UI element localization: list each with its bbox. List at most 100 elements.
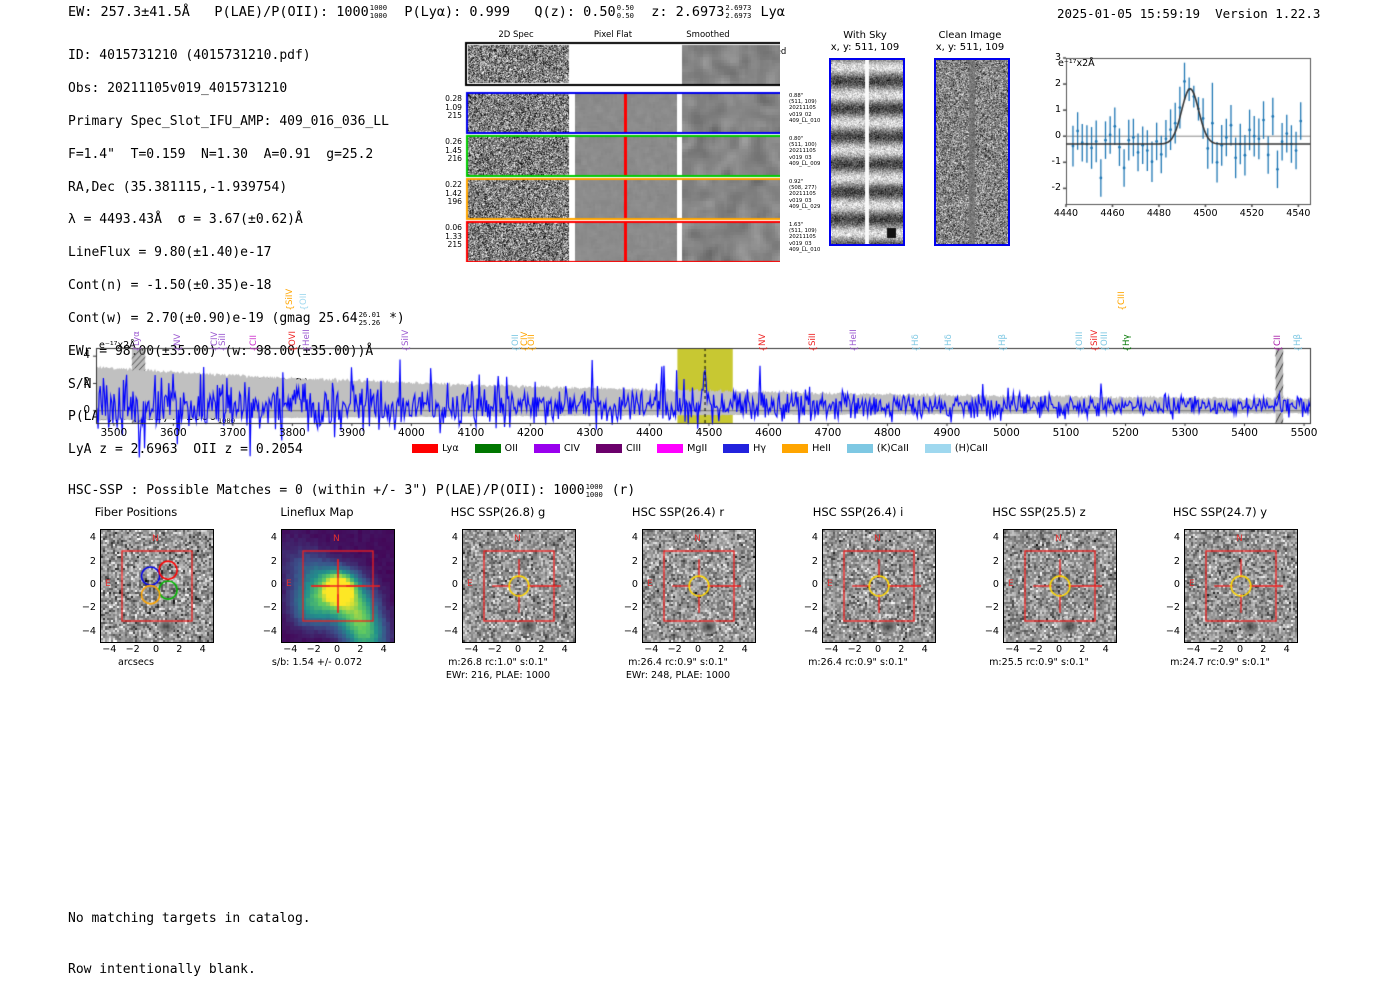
spectrum-line-label: Hδ [943, 334, 954, 346]
hsc-panel-caption2: EWr: 248, PLAE: 1000 [625, 670, 731, 681]
spectrum-line-bracket: { [401, 346, 412, 352]
hsc-panel-caption: s/b: 1.54 +/- 0.072 [271, 657, 363, 668]
hsc-panel-caption: m:26.8 rc:1.0" s:0.1" [448, 657, 548, 668]
legend-label: Lyα [442, 443, 459, 454]
spectrum-line-label: SiII [807, 333, 818, 346]
hsc-panel-5[interactable]: HSC SSP(26.4) i N E −4 −4 −2 −2 0 0 2 2 4 4 m:26.4 rc… [784, 505, 936, 735]
legend-swatch [657, 443, 684, 453]
hsc-panel-ytick: 4 [992, 532, 999, 544]
hsc-panel-ytick: 4 [89, 532, 96, 544]
compass-east-label: E [827, 579, 833, 589]
spec2d-row-meta: 0.80" (511, 100) 20211105 v019_03 409_LL… [789, 136, 821, 167]
hsc-panel-ytick: −4 [1165, 625, 1180, 637]
compass-east-label: E [467, 579, 473, 589]
spectrum-line-bracket: { [250, 346, 261, 352]
hsc-panel-title: HSC SSP(25.5) z [992, 505, 1086, 519]
spectrum-xtick: 4400 [636, 427, 663, 439]
spec2d-row-meta: 0.92" (508, 277) 20211105 v019_03 409_LL… [789, 179, 821, 210]
hsc-panel-image[interactable] [281, 529, 395, 643]
hsc-panel-xtick: −4 [283, 644, 298, 655]
hsc-panel-2[interactable]: Lineflux Map N E −4 −4 −2 −2 0 0 2 2 4 4 s/b: 1.54 +/… [243, 505, 395, 735]
info-line-lineflux: LineFlux = 9.80(±1.40)e-17 [68, 245, 272, 261]
spectrum-xtick: 5100 [1052, 427, 1080, 439]
info-line-radec: RA,Dec (35.381115,-1.939754) [68, 179, 288, 195]
hsc-panel-ytick: −4 [443, 625, 458, 637]
emission-line-legend: Lyα OII CIV CIII MgII Hγ HeII (K)CaII (H)CaII [0, 443, 1400, 454]
hsc-panel-ytick: −2 [81, 602, 96, 614]
compass-east-label: E [1008, 579, 1014, 589]
spectrum-line-bracket: { [289, 346, 300, 352]
spectrum-line-bracket: { [998, 346, 1009, 352]
footer-note: No matching targets in catalog. Row inte… [68, 876, 311, 995]
hsc-panel-ytick: −2 [623, 602, 638, 614]
hsc-panel-caption: m:26.4 rc:0.9" s:0.1" [808, 657, 908, 668]
legend-label: OII [504, 443, 518, 454]
hsc-panel-1[interactable]: Fiber Positions N E −4 −4 −2 −2 0 0 2 2 4 4 arcsecs [62, 505, 214, 735]
hsc-panel-image[interactable] [642, 529, 756, 643]
line-profile-ytick: 3 [1054, 52, 1061, 63]
cutout-clean-title: Clean Image [938, 30, 1002, 41]
line-profile-xtick: 4480 [1146, 208, 1172, 219]
hsc-panel-image[interactable] [462, 529, 576, 643]
hsc-panel-ytick: −2 [984, 602, 999, 614]
hsc-panel-ytick: −4 [803, 625, 818, 637]
hsc-panel-7[interactable]: HSC SSP(24.7) y N E −4 −4 −2 −2 0 0 2 2 4 4 m:24.7 rc… [1146, 505, 1298, 735]
hsc-panel-ytick: 0 [451, 579, 458, 590]
header-ew: EW: 257.3±41.5Å [68, 4, 190, 20]
hsc-panel-xtick: −4 [824, 644, 839, 655]
hsc-panel-image[interactable] [1184, 529, 1298, 643]
hsc-panel-4[interactable]: HSC SSP(26.4) r N E −4 −4 −2 −2 0 0 2 2 4 4 m:26.4 rc… [604, 505, 756, 735]
spectrum-line-label: OIII [1100, 331, 1111, 346]
hsc-panel-ytick: 0 [811, 579, 818, 590]
legend-label: HeII [812, 443, 831, 454]
line-profile-ytick: 2 [1054, 78, 1061, 90]
hsc-panel-xtick: 0 [333, 644, 341, 655]
spectrum-line-bracket: { [300, 305, 311, 311]
compass-east-label: E [286, 579, 292, 589]
legend-label: (K)CaII [876, 443, 909, 454]
spec2d-row-numbers: 0.06 1.33 215 [445, 223, 462, 250]
legend-item: HeII [782, 443, 831, 454]
hsc-panel-image[interactable] [100, 529, 214, 643]
spec2d-row-meta: 0.88" (511, 109) 20211105 v019_02 409_LL… [789, 93, 821, 124]
hsc-panel-image[interactable] [822, 529, 936, 643]
info-line-params: F=1.4" T=0.159 N=1.30 A=0.91 g=25.2 [68, 146, 374, 162]
legend-swatch [595, 443, 622, 453]
legend-swatch [846, 443, 873, 453]
hsc-panel-ytick: 2 [451, 555, 458, 567]
hsc-panel-ytick: 0 [270, 579, 277, 590]
line-profile-xtick: 4540 [1286, 208, 1311, 219]
hsc-panel-xtick: −2 [306, 644, 321, 655]
hsc-panel-title: HSC SSP(26.8) g [450, 505, 546, 519]
spectrum-line-label: CIII [1116, 291, 1127, 305]
hsc-panel-ytick: −2 [262, 602, 277, 614]
version-label: Version 1.22.3 [1215, 6, 1321, 21]
hsc-panel-6[interactable]: HSC SSP(25.5) z N E −4 −4 −2 −2 0 0 2 2 4 4 m:25.5 rc… [965, 505, 1117, 735]
hsc-panel-ytick: 0 [1173, 579, 1180, 590]
legend-item: (H)CaII [924, 443, 988, 454]
header-plya: P(Lyα): 0.999 [404, 4, 511, 20]
spectrum-line-bracket: { [808, 346, 819, 352]
hsc-plae-bounds: 1000 1000 [585, 482, 603, 499]
hsc-panel-xtick: 2 [898, 644, 905, 655]
spectrum-line-label: CII [249, 334, 260, 346]
spectrum-xtick: 4600 [755, 427, 782, 439]
hsc-panel-xtick: 4 [1283, 644, 1290, 655]
spectrum-line-label: CII [1273, 334, 1284, 346]
two-d-spec-panel: 2D Spec Pixel Flat Smoothed Weighted Sum… [420, 30, 820, 262]
spectrum-xtick: 3500 [100, 427, 128, 439]
hsc-panel-xtick: 4 [561, 644, 568, 655]
line-profile-canvas [1036, 52, 1314, 242]
compass-north-label: N [874, 534, 881, 544]
hsc-panel-ytick: −4 [262, 625, 277, 637]
spectrum-line-bracket: { [758, 346, 769, 352]
hsc-panel-ytick: 2 [270, 555, 277, 567]
hsc-panel-image[interactable] [1003, 529, 1117, 643]
hsc-panel-xtick: 0 [1236, 644, 1244, 655]
hsc-panel-ytick: 0 [992, 579, 999, 590]
hsc-panel-ytick: 2 [811, 555, 818, 567]
legend-label: (H)CaII [954, 443, 988, 454]
hsc-panel-3[interactable]: HSC SSP(26.8) g N E −4 −4 −2 −2 0 0 2 2 4 4 m:26.8 rc… [424, 505, 576, 735]
hsc-panel-ytick: 4 [811, 532, 818, 544]
spectrum-flux-annotation: e⁻¹⁷x2Å [99, 340, 136, 351]
